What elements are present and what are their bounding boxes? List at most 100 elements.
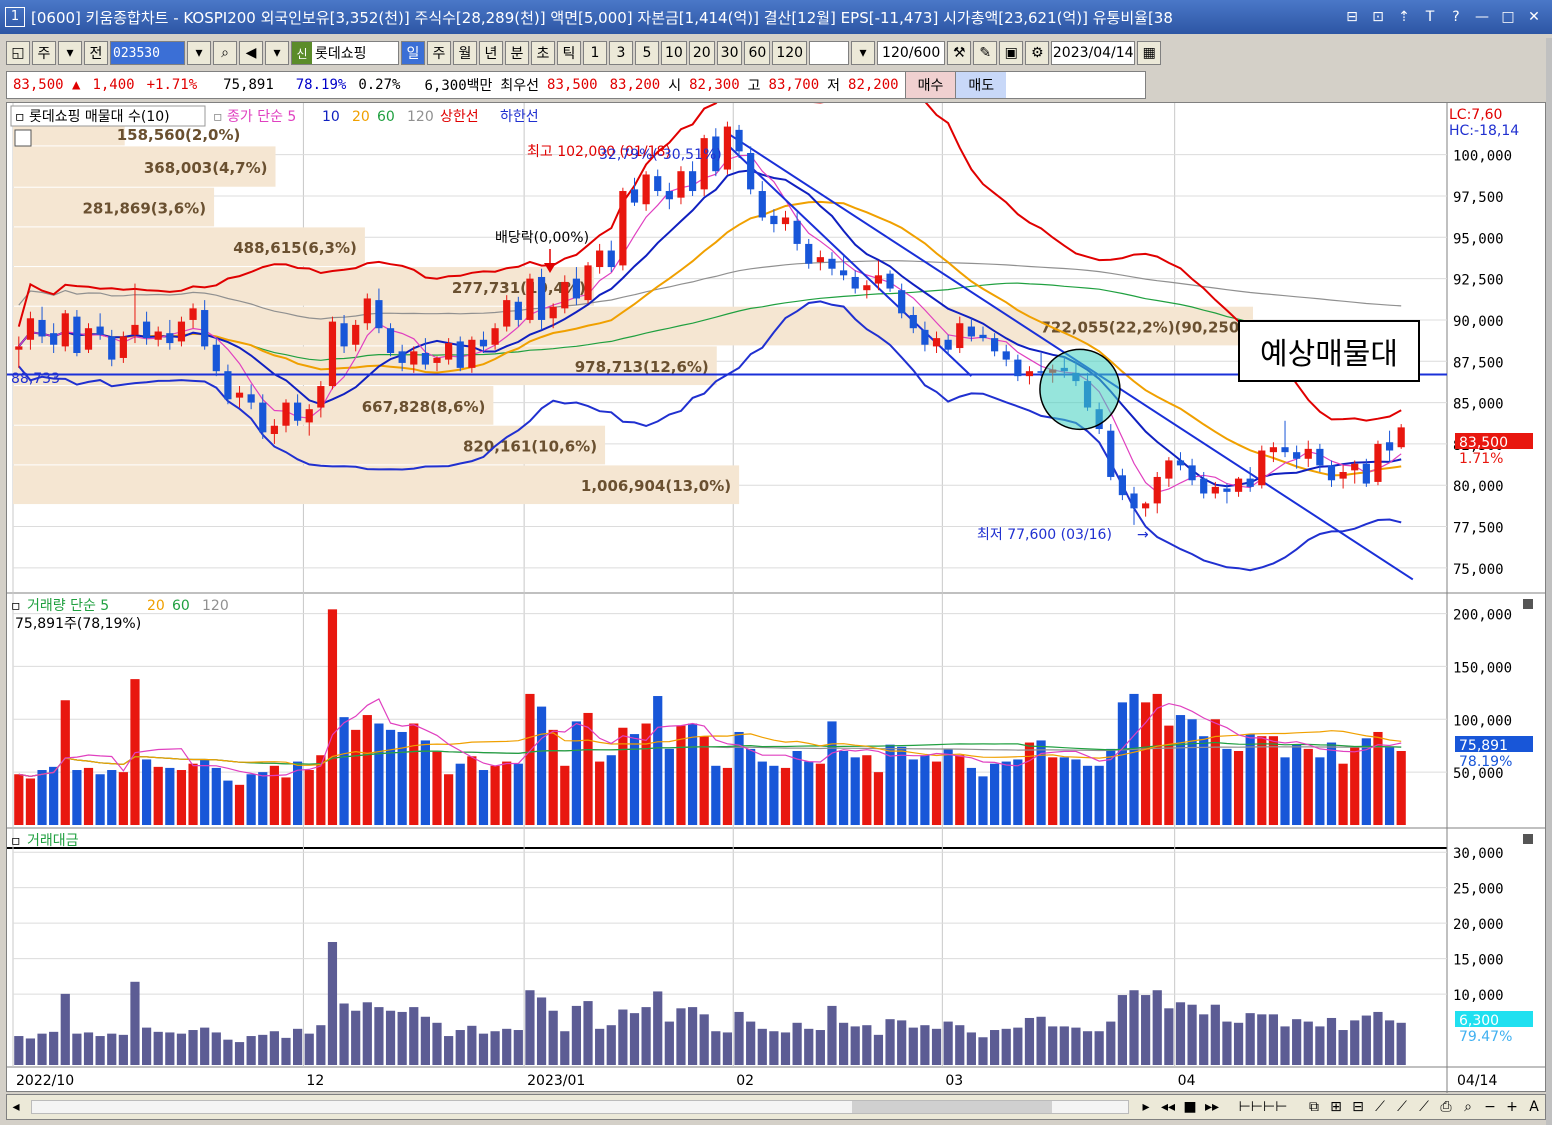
trade-volume: 75,891 <box>223 77 274 93</box>
sell-button[interactable]: 매도 <box>955 72 1007 98</box>
calendar-icon[interactable]: ▦ <box>1137 41 1162 65</box>
volume-current-rate: 78.19% <box>1459 754 1512 770</box>
period-month[interactable]: 월 <box>453 41 477 65</box>
zoom-icon[interactable]: ⌕ <box>1464 1099 1472 1115</box>
period-day[interactable]: 일 <box>401 41 425 65</box>
amount-legend-bullet: ▫ <box>11 833 21 849</box>
gear-icon[interactable]: ⚙ <box>1025 41 1050 65</box>
volume-bar <box>815 763 825 825</box>
stock-code-input[interactable] <box>110 41 185 65</box>
compare-icon[interactable]: ⊞ <box>1330 1099 1342 1115</box>
drawing-icon[interactable]: ✎ <box>973 41 998 65</box>
interval-dropdown-icon[interactable]: ▾ <box>851 41 876 65</box>
right-sidebar[interactable] <box>1546 38 1552 1125</box>
window-number[interactable]: 1 <box>5 7 25 27</box>
layout-icon[interactable]: ⊟ <box>1346 9 1358 25</box>
window-icon[interactable]: ⧉ <box>1309 1099 1319 1115</box>
candle-body <box>1362 463 1370 484</box>
period-week[interactable]: 주 <box>427 41 451 65</box>
amount-bar <box>14 1036 24 1065</box>
forward-icon[interactable]: ▸▸ <box>1204 1099 1220 1115</box>
stock-name-box[interactable]: 신 롯데쇼핑 <box>291 41 399 65</box>
stop-icon[interactable]: ■ <box>1183 1099 1197 1115</box>
amount-bar <box>1257 1014 1267 1065</box>
minimize-button[interactable]: — <box>1475 9 1489 25</box>
period-second[interactable]: 초 <box>531 41 555 65</box>
code-dropdown-icon[interactable]: ▾ <box>187 41 211 65</box>
interval-10[interactable]: 10 <box>661 41 687 65</box>
zoom-in-icon[interactable]: + <box>1506 1099 1518 1115</box>
mode-dropdown-icon[interactable]: ▾ <box>58 41 82 65</box>
interval-20[interactable]: 20 <box>688 41 715 65</box>
interval-60[interactable]: 60 <box>744 41 771 65</box>
candle-body <box>956 323 964 349</box>
volume-current-label: 75,891주(78,19%) <box>15 616 141 632</box>
period-minute[interactable]: 분 <box>505 41 529 65</box>
font-icon[interactable]: A <box>1529 1099 1539 1115</box>
indicator-icon[interactable]: ⚒ <box>947 41 972 65</box>
print-icon[interactable]: ⎙ <box>1440 1099 1452 1115</box>
help-icon[interactable]: ? <box>1452 9 1460 25</box>
amount-bar <box>141 1027 152 1065</box>
interval-5[interactable]: 5 <box>635 41 659 65</box>
pin-icon[interactable]: ⇡ <box>1398 9 1410 25</box>
line-tool-icon[interactable]: ⟋ <box>1375 1099 1385 1115</box>
buy-button[interactable]: 매수 <box>904 72 956 98</box>
fib-tool-icon[interactable]: ⟋ <box>1419 1099 1429 1115</box>
volume-bar <box>676 725 686 825</box>
zoom-out-icon[interactable]: − <box>1484 1099 1496 1115</box>
candle-body <box>1037 371 1045 373</box>
candle-body <box>1188 465 1196 481</box>
price-tick-label: 100,000 <box>1453 149 1512 165</box>
restore-icon[interactable]: ⊡ <box>1372 9 1384 25</box>
open-label: 시 <box>668 78 682 94</box>
date-input[interactable]: 2023/04/14 <box>1051 41 1136 65</box>
x-axis-label: 03 <box>945 1073 963 1089</box>
ruler-icon[interactable]: ⊢⊢⊢⊢ <box>1238 1099 1288 1115</box>
volume-bar <box>1187 719 1197 825</box>
amount-bar <box>583 1001 593 1065</box>
chart-type-icon[interactable]: ◱ <box>6 41 30 65</box>
mode-select[interactable]: 주 <box>32 41 56 65</box>
custom-interval-input[interactable] <box>809 41 850 65</box>
chart-scrollbar[interactable] <box>31 1100 1129 1114</box>
rewind-icon[interactable]: ◂◂ <box>1160 1099 1176 1115</box>
amount-bar <box>548 1010 558 1065</box>
chart-area[interactable]: 2022/10 12 2023/01 02 03 04 04/14 100,000 97,500… <box>6 80 1547 1093</box>
maximize-button[interactable]: □ <box>1501 9 1515 25</box>
period-icon[interactable]: ⊟ <box>1352 1099 1364 1115</box>
search-icon[interactable]: ⌕ <box>213 41 237 65</box>
speaker-dropdown-icon[interactable]: ▾ <box>265 41 289 65</box>
scroll-left-icon[interactable]: ◂ <box>12 1099 20 1115</box>
x-axis-end-label: 04/14 <box>1457 1073 1497 1089</box>
interval-120[interactable]: 120 <box>772 41 808 65</box>
volume-bar <box>978 776 988 825</box>
prev-button[interactable]: 전 <box>84 41 108 65</box>
volume-profile-label: 1,006,904(13,0%) <box>581 477 731 495</box>
bar-count-input[interactable]: 120/600 <box>877 41 946 65</box>
x-axis-label: 04 <box>1178 1073 1196 1089</box>
volume-bar <box>455 763 465 825</box>
interval-30[interactable]: 30 <box>716 41 743 65</box>
candle-body <box>1165 460 1173 479</box>
period-tick[interactable]: 틱 <box>557 41 581 65</box>
speaker-icon[interactable]: ◀ <box>239 41 263 65</box>
candle-body <box>224 371 232 400</box>
amount-bar <box>711 1031 721 1065</box>
volume-bar <box>1396 751 1406 825</box>
volume-bar <box>25 778 36 825</box>
close-button[interactable]: ✕ <box>1528 9 1540 25</box>
volume-bar <box>385 729 396 825</box>
trend-tool-icon[interactable]: ⟋ <box>1397 1099 1407 1115</box>
scroll-thumb[interactable] <box>852 1101 1052 1113</box>
interval-3[interactable]: 3 <box>609 41 633 65</box>
period-year[interactable]: 년 <box>479 41 503 65</box>
play-icon[interactable]: ▸ <box>1142 1099 1150 1115</box>
candle-body <box>1374 443 1382 482</box>
save-icon[interactable]: ▣ <box>999 41 1024 65</box>
volume-bar <box>920 755 930 825</box>
interval-1[interactable]: 1 <box>583 41 607 65</box>
lower-band-line <box>18 300 1402 572</box>
text-icon[interactable]: T <box>1425 9 1435 25</box>
